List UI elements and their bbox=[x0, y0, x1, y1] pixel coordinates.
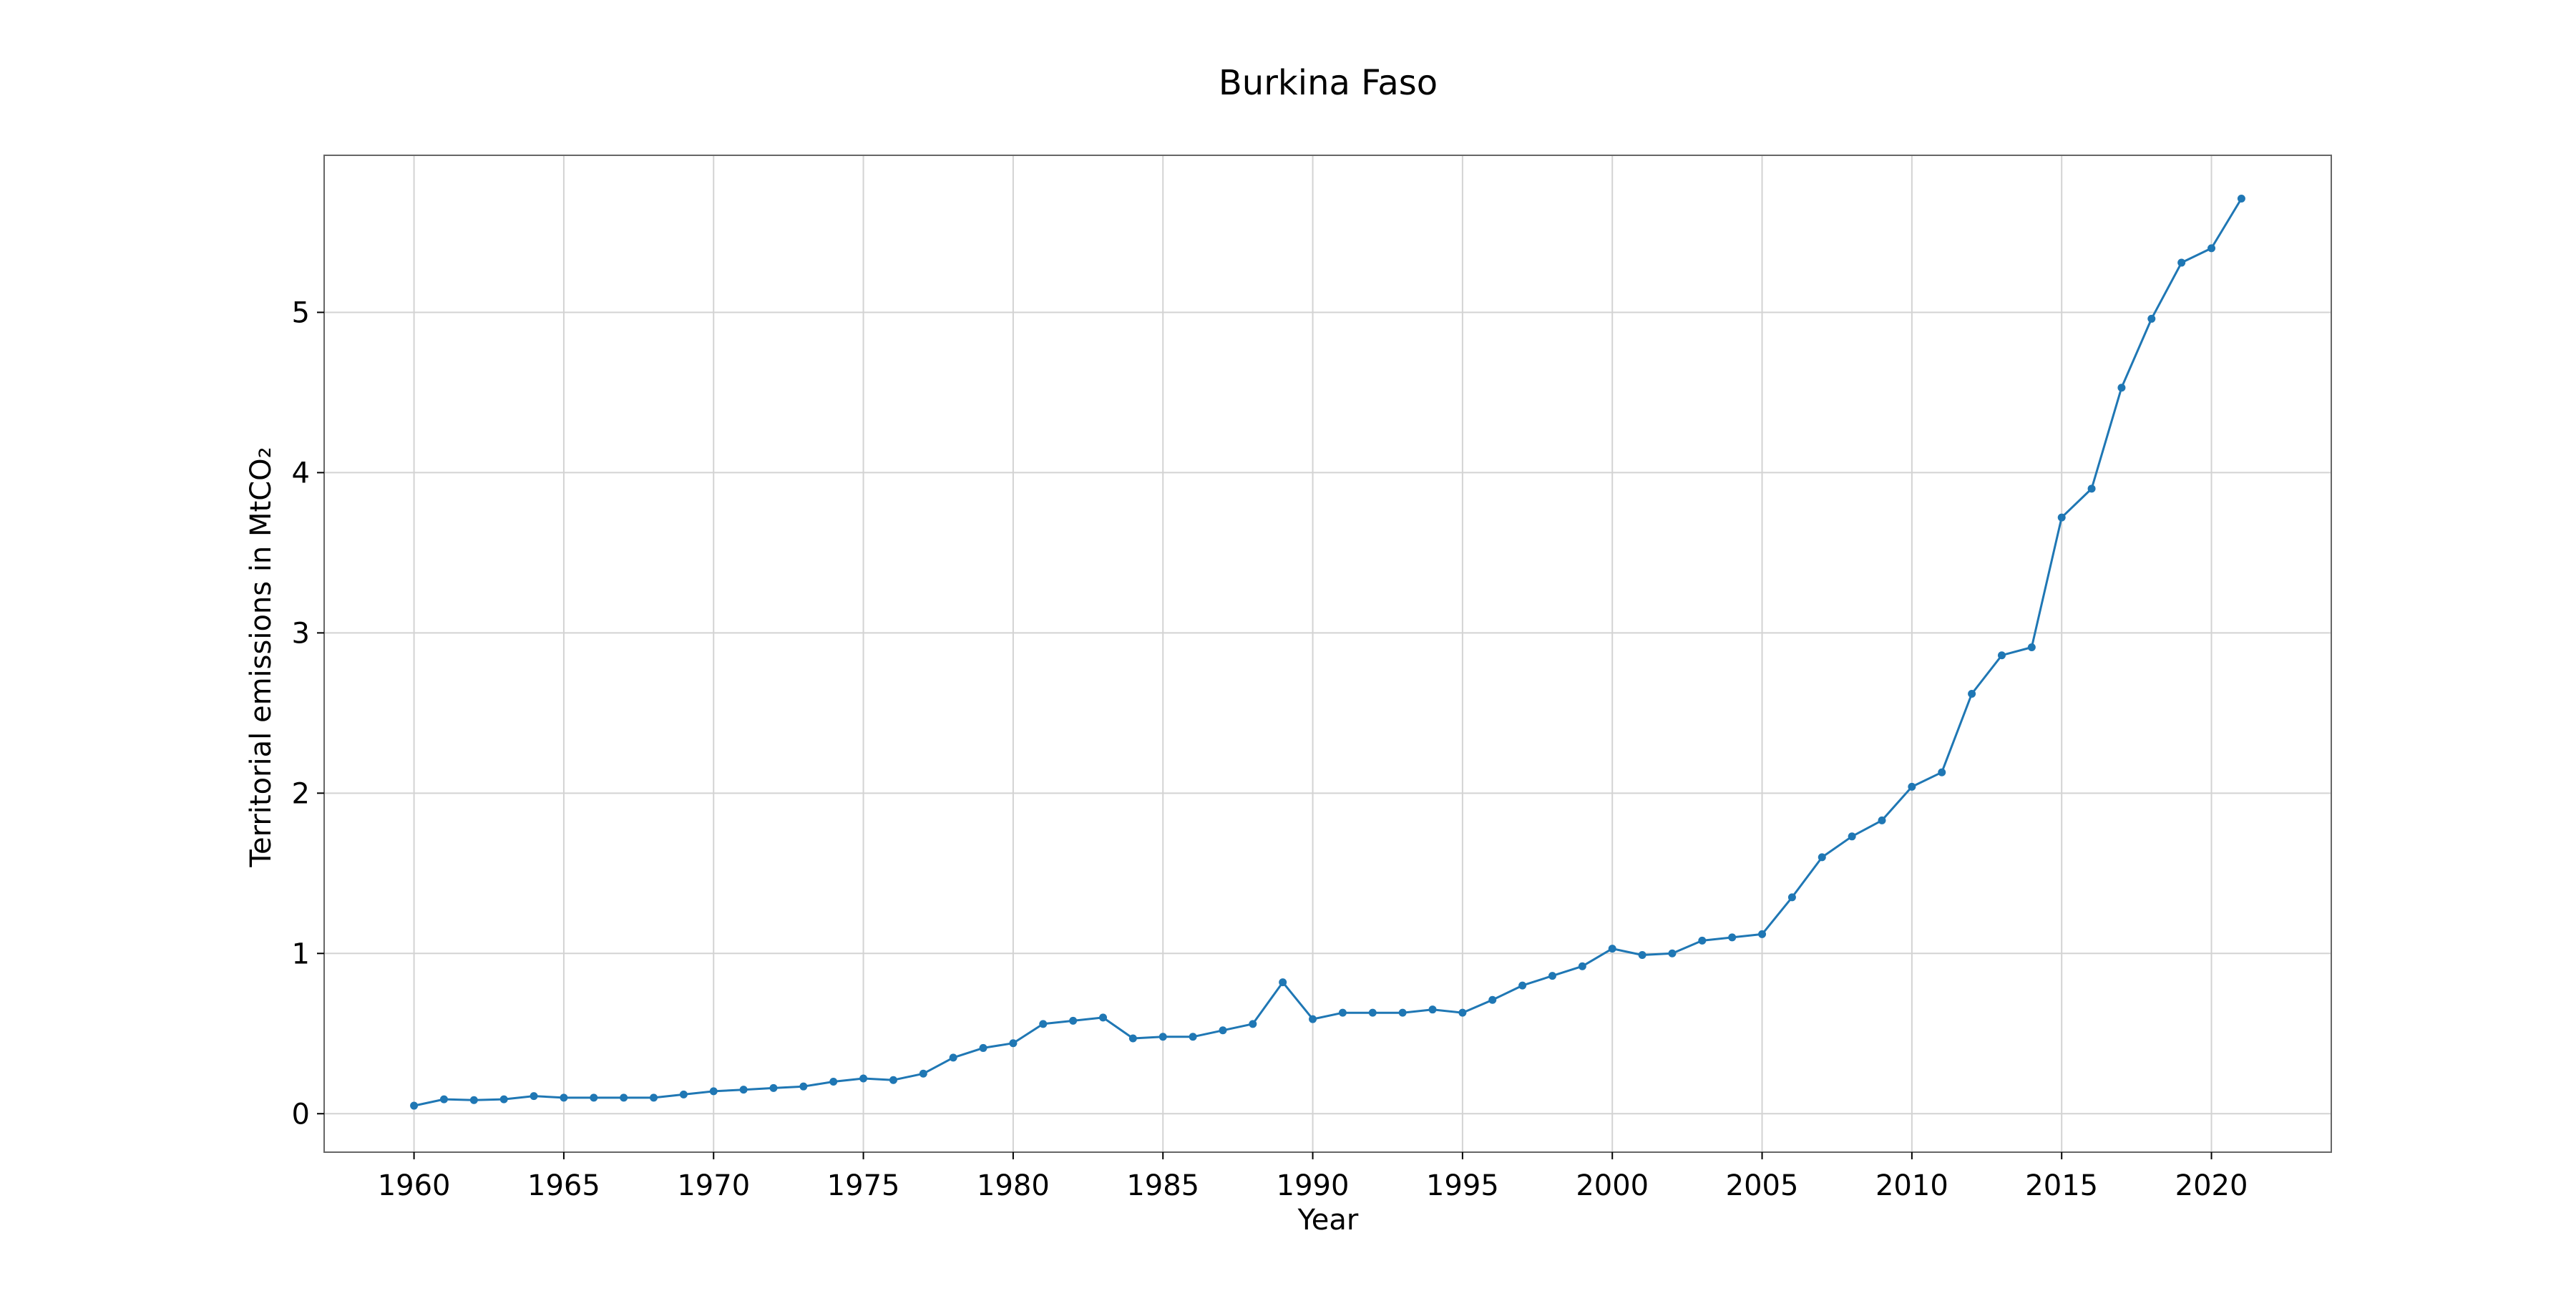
y-axis-label: Territorial emissions in MtCO₂ bbox=[245, 447, 278, 867]
data-point bbox=[919, 1069, 927, 1078]
data-point bbox=[1039, 1020, 1048, 1028]
data-point bbox=[1458, 1008, 1467, 1017]
data-point bbox=[1878, 816, 1886, 824]
series-line bbox=[414, 198, 2243, 1107]
y-tick-label: 3 bbox=[292, 617, 310, 650]
data-point bbox=[2147, 314, 2156, 323]
data-point bbox=[2117, 384, 2126, 392]
data-point bbox=[769, 1083, 778, 1092]
data-point bbox=[2177, 258, 2186, 267]
data-point bbox=[1009, 1039, 1018, 1048]
data-point bbox=[1428, 1005, 1437, 1014]
data-point bbox=[1219, 1026, 1227, 1035]
data-point bbox=[1338, 1008, 1347, 1017]
grid-layer bbox=[324, 155, 2331, 1152]
data-point bbox=[889, 1076, 897, 1084]
x-tick-label: 2015 bbox=[2025, 1169, 2098, 1202]
data-point bbox=[1309, 1015, 1317, 1023]
x-axis-label: Year bbox=[1297, 1204, 1359, 1237]
x-tick-label: 1990 bbox=[1277, 1169, 1350, 1202]
y-tick-label: 5 bbox=[292, 296, 310, 329]
data-point bbox=[1158, 1033, 1167, 1041]
x-tick-label: 1995 bbox=[1426, 1169, 1499, 1202]
x-tick-label: 1980 bbox=[977, 1169, 1050, 1202]
x-tick-label: 1965 bbox=[527, 1169, 600, 1202]
data-point bbox=[650, 1093, 658, 1102]
series-layer bbox=[410, 194, 2245, 1110]
data-point bbox=[410, 1101, 419, 1110]
axes-layer: 1960 1965 1970 1975 1980 1985 1990 1995 2000 2005… bbox=[292, 155, 2332, 1202]
data-point bbox=[469, 1096, 478, 1104]
data-point bbox=[530, 1092, 538, 1101]
data-point bbox=[949, 1053, 957, 1062]
data-point bbox=[1099, 1013, 1108, 1022]
x-tick-label: 1975 bbox=[827, 1169, 900, 1202]
data-point bbox=[1249, 1020, 1257, 1028]
x-tick-label: 2010 bbox=[1875, 1169, 1948, 1202]
data-point bbox=[560, 1093, 568, 1102]
data-point bbox=[1069, 1016, 1078, 1025]
data-point bbox=[2057, 513, 2066, 522]
data-point bbox=[1997, 651, 2006, 660]
data-point bbox=[1758, 930, 1767, 938]
x-tick-label: 1985 bbox=[1126, 1169, 1199, 1202]
data-point bbox=[1518, 981, 1527, 990]
data-point bbox=[1638, 951, 1646, 960]
data-point bbox=[1608, 945, 1616, 953]
data-point bbox=[679, 1090, 688, 1098]
data-point bbox=[1968, 689, 1976, 698]
x-tick-label: 2000 bbox=[1576, 1169, 1649, 1202]
data-point bbox=[499, 1095, 508, 1104]
x-tick-label: 2020 bbox=[2175, 1169, 2248, 1202]
x-tick-label: 2005 bbox=[1726, 1169, 1799, 1202]
data-point bbox=[1818, 853, 1826, 862]
data-point bbox=[829, 1077, 838, 1086]
x-tick-label: 1960 bbox=[378, 1169, 451, 1202]
data-point bbox=[1668, 949, 1677, 958]
data-point bbox=[1128, 1034, 1137, 1043]
data-point bbox=[2087, 484, 2096, 493]
data-point bbox=[1398, 1008, 1407, 1017]
data-point bbox=[859, 1074, 868, 1083]
data-point bbox=[1279, 978, 1287, 987]
data-point bbox=[1189, 1033, 1197, 1041]
data-point bbox=[739, 1086, 748, 1094]
data-point bbox=[2207, 244, 2216, 253]
data-point bbox=[1548, 972, 1556, 980]
data-point bbox=[1578, 962, 1586, 970]
chart-title: Burkina Faso bbox=[1219, 63, 1438, 103]
data-point bbox=[439, 1095, 448, 1104]
y-tick-label: 0 bbox=[292, 1098, 310, 1131]
data-point bbox=[1938, 768, 1946, 776]
plot-frame bbox=[323, 155, 2332, 1153]
data-point bbox=[1787, 893, 1796, 902]
data-point bbox=[590, 1093, 598, 1102]
x-tick-label: 1970 bbox=[677, 1169, 750, 1202]
data-point bbox=[1908, 782, 1916, 791]
data-point bbox=[709, 1087, 718, 1096]
data-point bbox=[979, 1043, 987, 1052]
y-tick-label: 4 bbox=[292, 457, 310, 489]
data-point bbox=[1848, 832, 1856, 841]
y-tick-label: 2 bbox=[292, 777, 310, 810]
data-point bbox=[620, 1093, 628, 1102]
data-point bbox=[1488, 995, 1497, 1004]
data-point bbox=[1728, 933, 1737, 942]
data-point bbox=[799, 1082, 808, 1091]
data-point bbox=[1698, 936, 1707, 945]
data-point bbox=[2027, 643, 2036, 652]
data-point bbox=[1368, 1008, 1377, 1017]
data-point bbox=[2237, 194, 2245, 203]
y-tick-label: 1 bbox=[292, 937, 310, 970]
